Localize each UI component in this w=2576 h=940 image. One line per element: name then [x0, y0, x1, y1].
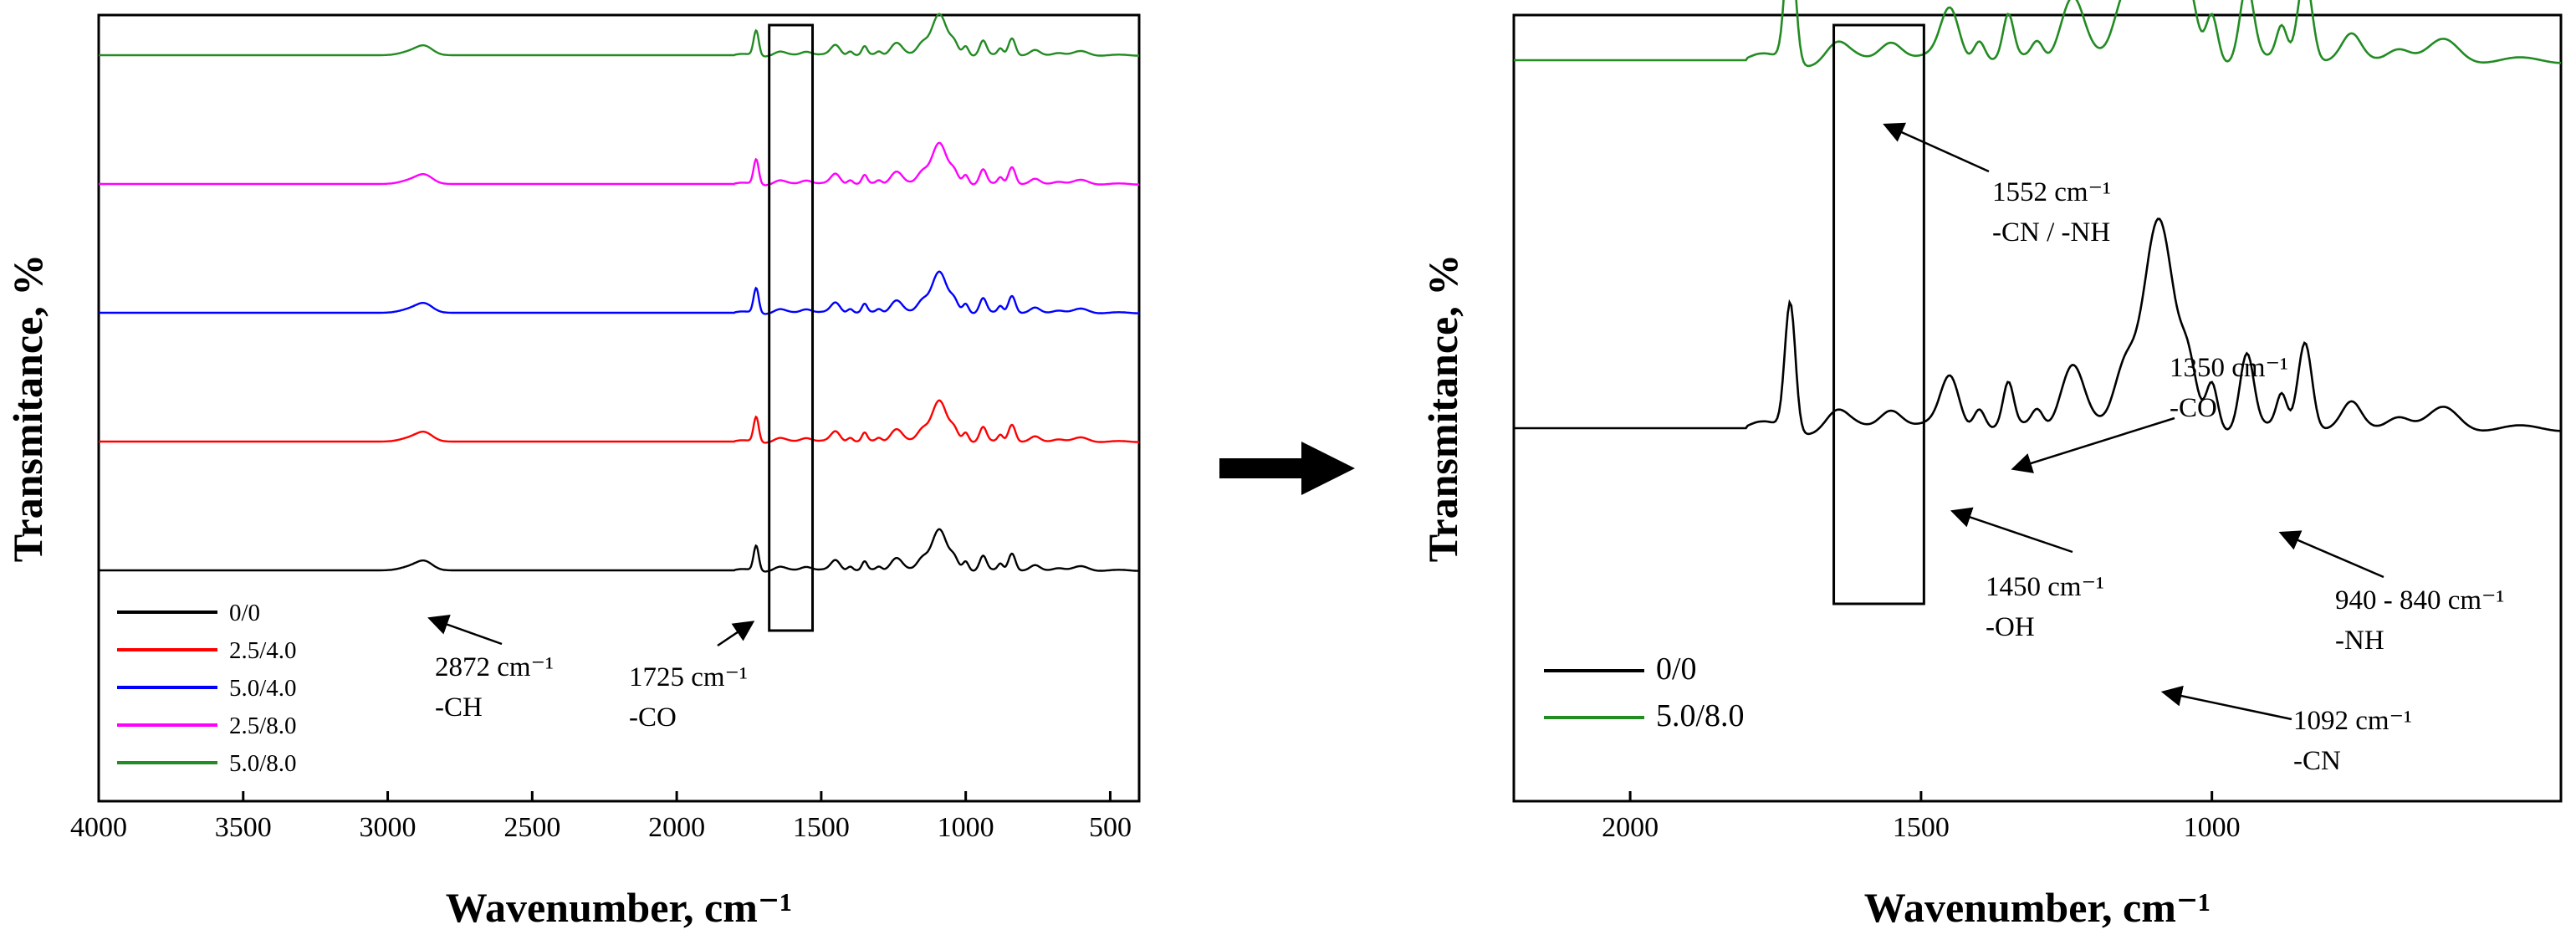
- right-legend: 0/0 5.0/8.0: [1544, 651, 1745, 733]
- right-y-axis-label: Transmitance, %: [1419, 254, 1466, 562]
- left-curves: [99, 13, 1139, 573]
- x-tick-label: 500: [1089, 812, 1132, 843]
- annotation-arrow: [427, 614, 503, 646]
- series-line-5-0-8-0: [99, 13, 1139, 58]
- x-tick-label: 4000: [70, 812, 127, 843]
- left-highlight-box: [768, 23, 815, 632]
- annotation-wavenumber: 940 - 840 cm⁻¹: [2335, 585, 2504, 616]
- left-y-axis-label: Transmitance, %: [4, 254, 51, 562]
- annotation-arrow: [2160, 685, 2292, 721]
- annotation-arrow: [1950, 507, 2073, 554]
- legend-label-0-0: 0/0: [1656, 651, 1697, 687]
- left-plot-frame: [97, 13, 1141, 803]
- right-highlight-box: [1832, 23, 1925, 605]
- left-legend: 0/0 2.5/4.0 5.0/4.0 2.5/8.0 5.0/8.0: [117, 600, 297, 777]
- annotation-arrow: [717, 621, 755, 647]
- x-tick-label: 1000: [938, 812, 994, 843]
- right-panel: 2000 1500 1000 0/0 5.0/8.0 1552 cm⁻¹ -CN / -…: [1419, 0, 2563, 931]
- right-annotations: 1552 cm⁻¹ -CN / -NH 1350 cm⁻¹ -CO 1450 cm⁻¹ -…: [1883, 122, 2504, 776]
- annotation-arrow: [2278, 530, 2384, 579]
- x-tick-label: 3000: [360, 812, 417, 843]
- annotation-group: -CH: [435, 692, 483, 723]
- legend-label-2-5-4-0: 2.5/4.0: [229, 637, 297, 664]
- x-tick-label: 1500: [1893, 812, 1950, 843]
- annotation-group: -NH: [2335, 626, 2384, 656]
- legend-label-2-5-8-0: 2.5/8.0: [229, 713, 297, 739]
- legend-label-5-0-4-0: 5.0/4.0: [229, 675, 297, 702]
- right-curves: [1514, 0, 2562, 436]
- annotation-group: -CN / -NH: [1992, 217, 2110, 248]
- x-tick-label: 2500: [503, 812, 560, 843]
- right-plot-frame: [1512, 13, 2563, 803]
- series-line-2-5-8-0: [99, 141, 1139, 186]
- series-line-0-0: [1514, 217, 2562, 436]
- left-panel: 4000 3500 3000 2500 2000 1500 1000 500 0/0 2.5/4…: [4, 13, 1141, 931]
- left-x-axis-label: Wavenumber, cm⁻¹: [446, 884, 793, 931]
- right-arrow-icon: [1219, 442, 1355, 495]
- right-x-ticks: 2000 1500 1000: [1602, 791, 2241, 843]
- series-line-2-5-4-0: [99, 399, 1139, 444]
- series-line-0-0: [99, 528, 1139, 573]
- annotation-arrow: [2011, 416, 2175, 473]
- x-tick-label: 1500: [793, 812, 850, 843]
- series-line-5-0-4-0: [99, 270, 1139, 315]
- x-tick-label: 2000: [1602, 812, 1659, 843]
- annotation-group: -OH: [1986, 612, 2035, 642]
- annotation-wavenumber: 1552 cm⁻¹: [1992, 177, 2111, 207]
- x-tick-label: 1000: [2184, 812, 2241, 843]
- annotation-group: -CO: [629, 702, 677, 733]
- x-tick-label: 2000: [648, 812, 705, 843]
- annotation-wavenumber: 1725 cm⁻¹: [629, 662, 748, 692]
- x-tick-label: 3500: [215, 812, 272, 843]
- left-annotations: 2872 cm⁻¹ -CH 1725 cm⁻¹ -CO: [427, 614, 755, 733]
- annotation-group: -CN: [2293, 746, 2341, 776]
- annotation-wavenumber: 1350 cm⁻¹: [2170, 353, 2288, 383]
- legend-label-0-0: 0/0: [229, 600, 260, 626]
- annotation-wavenumber: 2872 cm⁻¹: [435, 652, 554, 682]
- legend-label-5-0-8-0: 5.0/8.0: [229, 750, 297, 777]
- annotation-group: -CO: [2170, 393, 2217, 423]
- annotation-wavenumber: 1450 cm⁻¹: [1986, 572, 2104, 602]
- legend-label-5-0-8-0: 5.0/8.0: [1656, 698, 1745, 733]
- right-x-axis-label: Wavenumber, cm⁻¹: [1864, 884, 2211, 931]
- annotation-wavenumber: 1092 cm⁻¹: [2293, 706, 2412, 736]
- series-line-5-0-8-0: [1514, 0, 2562, 68]
- left-x-ticks: 4000 3500 3000 2500 2000 1500 1000 500: [70, 791, 1132, 843]
- annotation-arrow: [1883, 122, 1990, 173]
